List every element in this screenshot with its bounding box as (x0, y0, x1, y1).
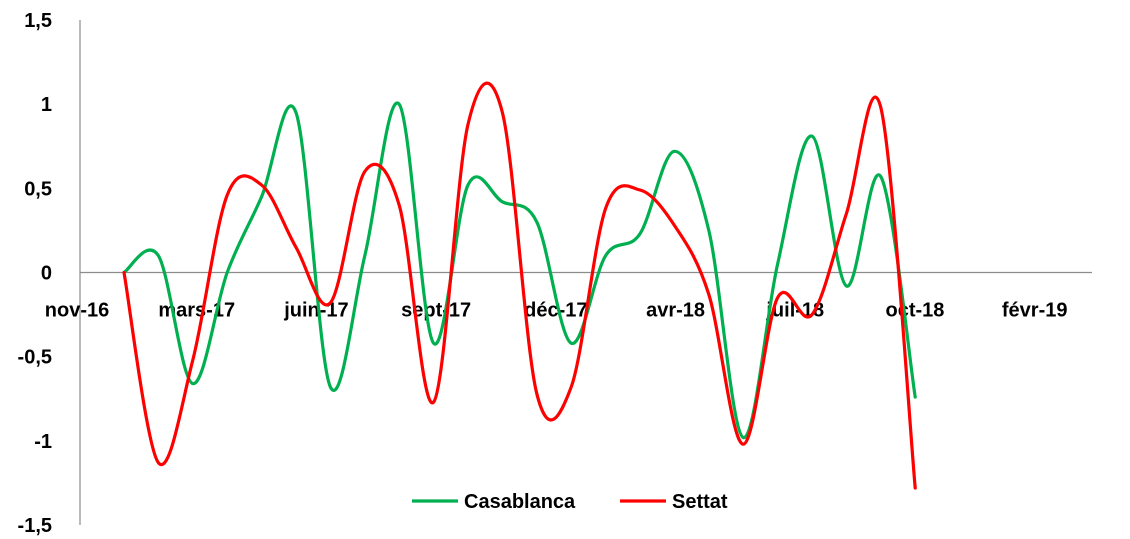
x-tick-label: oct-18 (886, 300, 945, 322)
legend-label-casablanca: Casablanca (464, 491, 576, 513)
series-line-settat (122, 81, 917, 490)
series-line-casablanca (122, 101, 917, 440)
y-tick-labels: 1,5 1 0,5 0 -0,5 -1 -1,5 (18, 10, 52, 537)
series-lines (122, 81, 917, 490)
y-tick-label: 0,5 (24, 178, 52, 200)
x-tick-label: avr-18 (646, 300, 705, 322)
x-tick-label: sept-17 (401, 300, 471, 322)
y-tick-label: 0 (41, 263, 52, 285)
y-tick-label: 1 (41, 94, 52, 116)
x-tick-label: févr-19 (1002, 300, 1068, 322)
axes (79, 20, 1092, 525)
x-tick-label: juin-17 (283, 300, 348, 322)
y-tick-label: -0,5 (18, 347, 52, 369)
y-tick-label: -1,5 (18, 515, 52, 537)
y-tick-label: -1 (34, 431, 52, 453)
legend: Casablanca Settat (412, 491, 728, 513)
x-tick-label: nov-16 (45, 300, 109, 322)
legend-label-settat: Settat (672, 491, 728, 513)
x-tick-label: déc-17 (524, 300, 587, 322)
y-tick-label: 1,5 (24, 10, 52, 32)
